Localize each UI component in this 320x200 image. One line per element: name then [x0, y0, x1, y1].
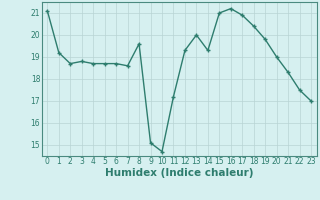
X-axis label: Humidex (Indice chaleur): Humidex (Indice chaleur) — [105, 168, 253, 178]
